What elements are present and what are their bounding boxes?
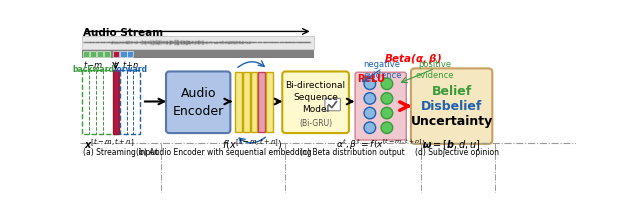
Text: ReLU: ReLU	[358, 74, 385, 84]
Text: $t\!-\!m$: $t\!-\!m$	[83, 59, 104, 70]
FancyBboxPatch shape	[325, 99, 340, 111]
Text: (c) Beta distribution output: (c) Beta distribution output	[300, 148, 405, 157]
Text: (d) Subjective opinion: (d) Subjective opinion	[415, 148, 499, 157]
FancyBboxPatch shape	[243, 72, 250, 132]
FancyBboxPatch shape	[90, 51, 96, 57]
FancyBboxPatch shape	[113, 51, 119, 57]
Text: $\bfit{Beta}(\alpha, \beta)$: $\bfit{Beta}(\alpha, \beta)$	[384, 52, 442, 66]
Text: Belief: Belief	[431, 85, 472, 98]
Circle shape	[364, 93, 376, 104]
FancyBboxPatch shape	[355, 72, 406, 140]
Text: (Bi-GRU): (Bi-GRU)	[299, 119, 332, 128]
Circle shape	[364, 122, 376, 133]
FancyBboxPatch shape	[81, 36, 314, 49]
FancyBboxPatch shape	[83, 51, 90, 57]
Text: forward: forward	[114, 64, 148, 74]
Text: Uncertainty: Uncertainty	[410, 115, 493, 128]
Circle shape	[381, 93, 393, 104]
FancyBboxPatch shape	[282, 71, 349, 133]
Text: $\alpha^t, \beta^t = f(x^{[t-m,t+n]})$: $\alpha^t, \beta^t = f(x^{[t-m,t+n]})$	[336, 138, 426, 152]
Text: (a) Streaming input: (a) Streaming input	[83, 148, 158, 157]
FancyBboxPatch shape	[259, 72, 265, 132]
Text: Bi-directional
Sequence
Model: Bi-directional Sequence Model	[285, 81, 346, 114]
Circle shape	[364, 107, 376, 119]
FancyBboxPatch shape	[250, 72, 257, 132]
Text: $t\!+\!n$: $t\!+\!n$	[122, 59, 140, 70]
FancyBboxPatch shape	[104, 51, 110, 57]
FancyBboxPatch shape	[411, 68, 492, 144]
FancyBboxPatch shape	[81, 50, 314, 58]
Text: Audio
Encoder: Audio Encoder	[173, 87, 224, 118]
FancyBboxPatch shape	[120, 51, 127, 57]
FancyBboxPatch shape	[113, 70, 119, 134]
FancyBboxPatch shape	[266, 72, 273, 132]
Text: positive
evidence: positive evidence	[416, 60, 454, 80]
Circle shape	[381, 122, 393, 133]
Text: (b) Audio Encoder with sequential embedding: (b) Audio Encoder with sequential embedd…	[136, 148, 311, 157]
FancyBboxPatch shape	[166, 71, 230, 133]
FancyBboxPatch shape	[97, 51, 103, 57]
Text: Audio Stream: Audio Stream	[83, 28, 163, 38]
FancyBboxPatch shape	[235, 72, 242, 132]
Circle shape	[364, 78, 376, 90]
Circle shape	[381, 78, 393, 90]
Text: $t$: $t$	[113, 59, 118, 70]
Text: $f(x^{[t-m,t+n]})$: $f(x^{[t-m,t+n]})$	[221, 138, 282, 153]
FancyBboxPatch shape	[127, 51, 134, 57]
Text: Disbelief: Disbelief	[421, 100, 483, 113]
Circle shape	[381, 107, 393, 119]
Text: backward: backward	[72, 64, 114, 74]
Text: negative
evidence: negative evidence	[363, 60, 401, 80]
Text: $\boldsymbol{\omega} = [\boldsymbol{b}, d, u]$: $\boldsymbol{\omega} = [\boldsymbol{b}, …	[422, 138, 481, 151]
Text: $\boldsymbol{x}^{[t-m,t+n]}$: $\boldsymbol{x}^{[t-m,t+n]}$	[84, 138, 134, 151]
